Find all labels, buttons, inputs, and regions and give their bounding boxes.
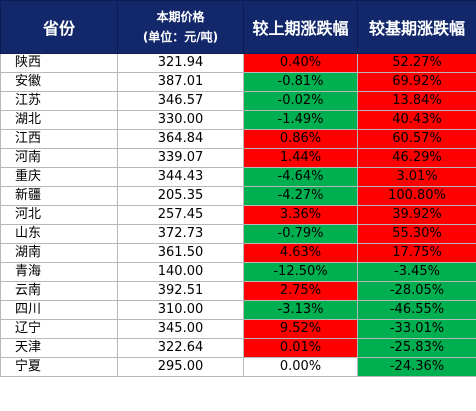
yoy-change-cell: 60.57% bbox=[357, 129, 476, 149]
province-cell: 云南 bbox=[0, 281, 118, 301]
price-table: 省份 本期价格 (单位：元/吨) 较上期涨跌幅 较基期涨跌幅 陕西 321.94 0… bbox=[0, 0, 476, 377]
mom-change-cell: -4.27% bbox=[243, 186, 358, 206]
province-cell: 重庆 bbox=[0, 167, 118, 187]
header-mom-change: 较上期涨跌幅 bbox=[243, 0, 358, 54]
province-cell: 青海 bbox=[0, 262, 118, 282]
table-row: 安徽 387.01 -0.81% 69.92% bbox=[0, 72, 476, 92]
header-price-line2: (单位：元/吨) bbox=[142, 30, 219, 44]
yoy-change-cell: -24.36% bbox=[357, 357, 476, 377]
province-cell: 山东 bbox=[0, 224, 118, 244]
table-row: 青海 140.00 -12.50% -3.45% bbox=[0, 262, 476, 282]
mom-change-cell: 0.40% bbox=[243, 53, 358, 73]
yoy-change-cell: 13.84% bbox=[357, 91, 476, 111]
mom-change-cell: 9.52% bbox=[243, 319, 358, 339]
yoy-change-cell: 52.27% bbox=[357, 53, 476, 73]
mom-change-cell: -0.81% bbox=[243, 72, 358, 92]
table-row: 宁夏 295.00 0.00% -24.36% bbox=[0, 357, 476, 377]
province-cell: 湖南 bbox=[0, 243, 118, 263]
mom-change-cell: 3.36% bbox=[243, 205, 358, 225]
table-row: 江西 364.84 0.86% 60.57% bbox=[0, 129, 476, 149]
price-cell: 361.50 bbox=[117, 243, 244, 263]
province-cell: 天津 bbox=[0, 338, 118, 358]
mom-change-cell: 4.63% bbox=[243, 243, 358, 263]
price-cell: 310.00 bbox=[117, 300, 244, 320]
table-row: 重庆 344.43 -4.64% 3.01% bbox=[0, 167, 476, 187]
mom-change-cell: 2.75% bbox=[243, 281, 358, 301]
yoy-change-cell: 69.92% bbox=[357, 72, 476, 92]
province-cell: 安徽 bbox=[0, 72, 118, 92]
yoy-change-cell: 39.92% bbox=[357, 205, 476, 225]
table-row: 河南 339.07 1.44% 46.29% bbox=[0, 148, 476, 168]
province-cell: 江苏 bbox=[0, 91, 118, 111]
mom-change-cell: -1.49% bbox=[243, 110, 358, 130]
table-row: 陕西 321.94 0.40% 52.27% bbox=[0, 53, 476, 73]
province-cell: 新疆 bbox=[0, 186, 118, 206]
price-cell: 364.84 bbox=[117, 129, 244, 149]
province-cell: 江西 bbox=[0, 129, 118, 149]
mom-change-cell: -3.13% bbox=[243, 300, 358, 320]
yoy-change-cell: 100.80% bbox=[357, 186, 476, 206]
table-body: 陕西 321.94 0.40% 52.27% 安徽 387.01 -0.81% 69.92% 江… bbox=[0, 53, 476, 377]
yoy-change-cell: -28.05% bbox=[357, 281, 476, 301]
price-cell: 330.00 bbox=[117, 110, 244, 130]
price-cell: 339.07 bbox=[117, 148, 244, 168]
price-cell: 345.00 bbox=[117, 319, 244, 339]
yoy-change-cell: 3.01% bbox=[357, 167, 476, 187]
price-cell: 321.94 bbox=[117, 53, 244, 73]
table-row: 四川 310.00 -3.13% -46.55% bbox=[0, 300, 476, 320]
province-cell: 河北 bbox=[0, 205, 118, 225]
price-cell: 205.35 bbox=[117, 186, 244, 206]
yoy-change-cell: 46.29% bbox=[357, 148, 476, 168]
mom-change-cell: -0.02% bbox=[243, 91, 358, 111]
mom-change-cell: 0.86% bbox=[243, 129, 358, 149]
province-cell: 陕西 bbox=[0, 53, 118, 73]
header-yoy-change: 较基期涨跌幅 bbox=[357, 0, 476, 54]
mom-change-cell: 0.00% bbox=[243, 357, 358, 377]
header-row: 省份 本期价格 (单位：元/吨) 较上期涨跌幅 较基期涨跌幅 bbox=[0, 0, 476, 54]
header-price: 本期价格 (单位：元/吨) bbox=[117, 0, 244, 54]
table-row: 新疆 205.35 -4.27% 100.80% bbox=[0, 186, 476, 206]
table-row: 江苏 346.57 -0.02% 13.84% bbox=[0, 91, 476, 111]
mom-change-cell: -4.64% bbox=[243, 167, 358, 187]
mom-change-cell: -12.50% bbox=[243, 262, 358, 282]
province-cell: 河南 bbox=[0, 148, 118, 168]
table-header: 省份 本期价格 (单位：元/吨) 较上期涨跌幅 较基期涨跌幅 bbox=[0, 0, 476, 54]
yoy-change-cell: -46.55% bbox=[357, 300, 476, 320]
price-cell: 344.43 bbox=[117, 167, 244, 187]
price-cell: 387.01 bbox=[117, 72, 244, 92]
price-cell: 140.00 bbox=[117, 262, 244, 282]
province-cell: 宁夏 bbox=[0, 357, 118, 377]
header-province: 省份 bbox=[0, 0, 118, 54]
mom-change-cell: -0.79% bbox=[243, 224, 358, 244]
province-cell: 辽宁 bbox=[0, 319, 118, 339]
table-row: 河北 257.45 3.36% 39.92% bbox=[0, 205, 476, 225]
header-price-line1: 本期价格 bbox=[156, 10, 205, 24]
mom-change-cell: 1.44% bbox=[243, 148, 358, 168]
price-cell: 372.73 bbox=[117, 224, 244, 244]
table-row: 云南 392.51 2.75% -28.05% bbox=[0, 281, 476, 301]
table-row: 山东 372.73 -0.79% 55.30% bbox=[0, 224, 476, 244]
price-cell: 257.45 bbox=[117, 205, 244, 225]
price-cell: 295.00 bbox=[117, 357, 244, 377]
table-row: 湖北 330.00 -1.49% 40.43% bbox=[0, 110, 476, 130]
price-cell: 322.64 bbox=[117, 338, 244, 358]
price-cell: 346.57 bbox=[117, 91, 244, 111]
price-cell: 392.51 bbox=[117, 281, 244, 301]
yoy-change-cell: 55.30% bbox=[357, 224, 476, 244]
yoy-change-cell: 40.43% bbox=[357, 110, 476, 130]
yoy-change-cell: -3.45% bbox=[357, 262, 476, 282]
province-cell: 四川 bbox=[0, 300, 118, 320]
mom-change-cell: 0.01% bbox=[243, 338, 358, 358]
yoy-change-cell: -25.83% bbox=[357, 338, 476, 358]
table-row: 湖南 361.50 4.63% 17.75% bbox=[0, 243, 476, 263]
yoy-change-cell: 17.75% bbox=[357, 243, 476, 263]
table-row: 天津 322.64 0.01% -25.83% bbox=[0, 338, 476, 358]
province-cell: 湖北 bbox=[0, 110, 118, 130]
table-row: 辽宁 345.00 9.52% -33.01% bbox=[0, 319, 476, 339]
yoy-change-cell: -33.01% bbox=[357, 319, 476, 339]
